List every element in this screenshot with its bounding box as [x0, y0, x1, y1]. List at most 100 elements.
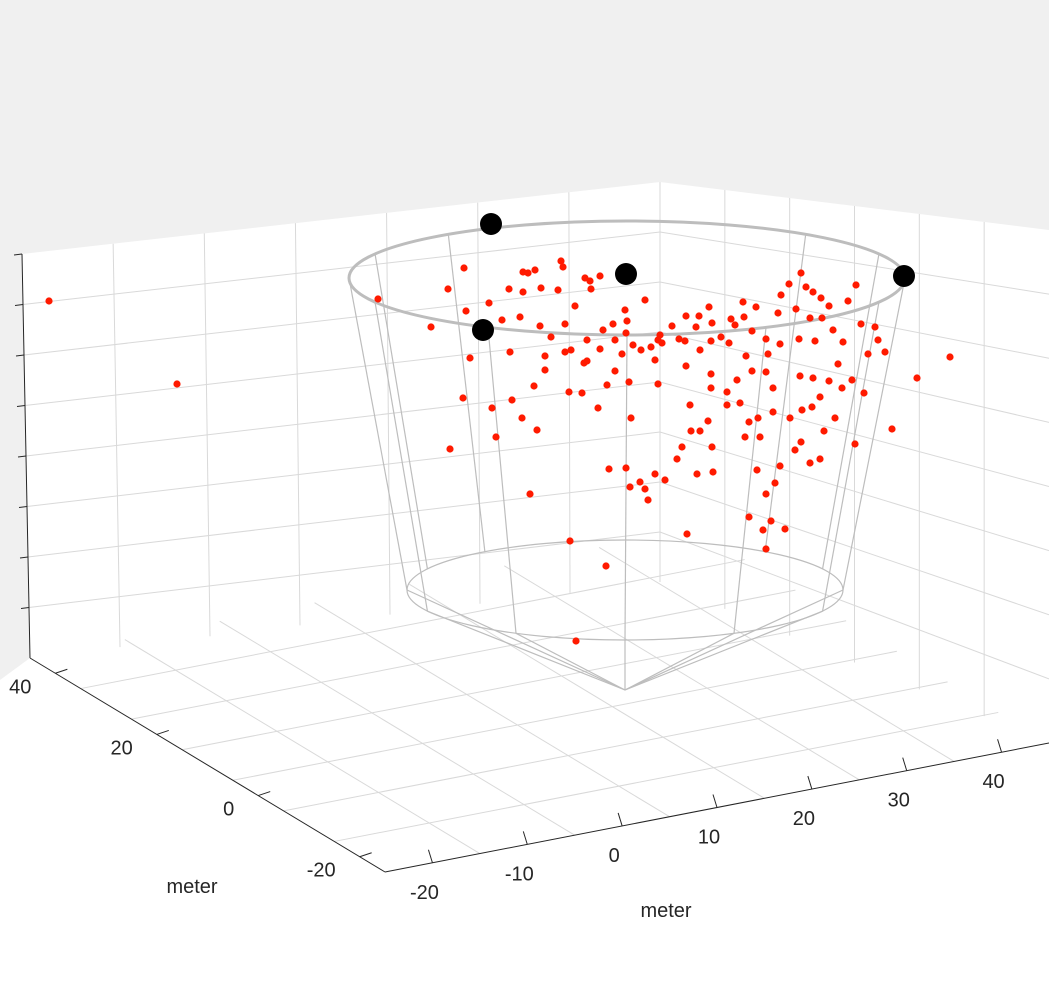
- data-point: [609, 320, 617, 328]
- data-point: [806, 459, 814, 467]
- data-point: [466, 354, 474, 362]
- x-tick-mark: [712, 794, 718, 808]
- data-point: [583, 336, 591, 344]
- funnel-side-line: [733, 327, 767, 634]
- data-point: [776, 462, 784, 470]
- data-point: [541, 352, 549, 360]
- data-point: [526, 490, 534, 498]
- data-point: [762, 490, 770, 498]
- rim-marker: [893, 265, 915, 287]
- data-point: [759, 526, 767, 534]
- y-tick-label: 20: [111, 737, 133, 759]
- data-point: [874, 336, 882, 344]
- x-tick-mark: [617, 812, 623, 827]
- data-point: [536, 322, 544, 330]
- y-tick-label: 0: [223, 799, 234, 821]
- data-point: [745, 418, 753, 426]
- floor-grid-line: [334, 711, 999, 842]
- funnel-apex-line: [427, 610, 626, 691]
- data-point: [427, 323, 435, 331]
- data-point: [825, 377, 833, 385]
- data-point: [603, 381, 611, 389]
- data-point: [774, 309, 782, 317]
- data-point: [704, 417, 712, 425]
- data-point: [696, 427, 704, 435]
- data-point: [748, 327, 756, 335]
- data-point: [602, 562, 610, 570]
- data-point: [796, 372, 804, 380]
- data-point: [519, 288, 527, 296]
- data-point: [731, 321, 739, 329]
- data-point: [686, 401, 694, 409]
- data-point: [678, 443, 686, 451]
- data-point: [834, 360, 842, 368]
- data-point: [586, 277, 594, 285]
- data-point: [739, 298, 747, 306]
- data-point: [687, 427, 695, 435]
- x-tick-label: -10: [505, 863, 534, 885]
- data-point: [508, 396, 516, 404]
- data-point: [864, 350, 872, 358]
- data-point: [741, 433, 749, 441]
- data-point: [561, 348, 569, 356]
- data-point: [762, 545, 770, 553]
- data-point: [771, 479, 779, 487]
- data-point: [626, 483, 634, 491]
- floor-grid-line: [409, 583, 765, 799]
- data-point: [572, 637, 580, 645]
- data-point: [748, 367, 756, 375]
- data-point: [776, 340, 784, 348]
- data-point: [769, 384, 777, 392]
- grid-lines: [22, 182, 1049, 854]
- data-point: [786, 414, 794, 422]
- funnel-side-line: [348, 277, 408, 591]
- data-point: [707, 337, 715, 345]
- x-tick-mark: [807, 775, 813, 790]
- data-point: [762, 368, 770, 376]
- data-point: [767, 517, 775, 525]
- data-point: [781, 525, 789, 533]
- data-point: [547, 333, 555, 341]
- x-tick-label: 0: [609, 845, 620, 867]
- funnel-apex-line: [624, 632, 735, 691]
- data-point: [596, 272, 604, 280]
- x-tick-label: 30: [888, 790, 910, 812]
- y-tick-labels: -20 0 20 40: [9, 668, 372, 882]
- data-point: [816, 393, 824, 401]
- data-point: [838, 384, 846, 392]
- data-point: [808, 403, 816, 411]
- data-point: [756, 433, 764, 441]
- data-point: [829, 326, 837, 334]
- data-point: [817, 294, 825, 302]
- data-point: [444, 285, 452, 293]
- data-point: [777, 291, 785, 299]
- x-tick-mark: [427, 849, 433, 863]
- data-point: [851, 440, 859, 448]
- data-point: [816, 455, 824, 463]
- rim-marker: [472, 319, 494, 341]
- data-point: [580, 359, 588, 367]
- funnel-apex-line: [624, 610, 823, 691]
- data-point: [831, 414, 839, 422]
- data-point: [820, 427, 828, 435]
- data-point: [641, 485, 649, 493]
- data-point: [374, 295, 382, 303]
- floor-grid-line: [131, 589, 796, 720]
- floor-pane: [0, 658, 1049, 991]
- data-point: [554, 286, 562, 294]
- z-tick-mark: [13, 253, 23, 256]
- data-point: [673, 455, 681, 463]
- data-point: [764, 350, 772, 358]
- floor-grid-line: [80, 559, 745, 690]
- data-point: [460, 264, 468, 272]
- data-point: [881, 348, 889, 356]
- data-point: [733, 376, 741, 384]
- back-grid-line: [28, 531, 661, 608]
- y-axis-line: [29, 657, 386, 873]
- funnel-side-line: [374, 301, 429, 612]
- back-panes: [22, 182, 1049, 872]
- data-point: [173, 380, 181, 388]
- floor-grid-line: [182, 620, 847, 751]
- data-point: [531, 266, 539, 274]
